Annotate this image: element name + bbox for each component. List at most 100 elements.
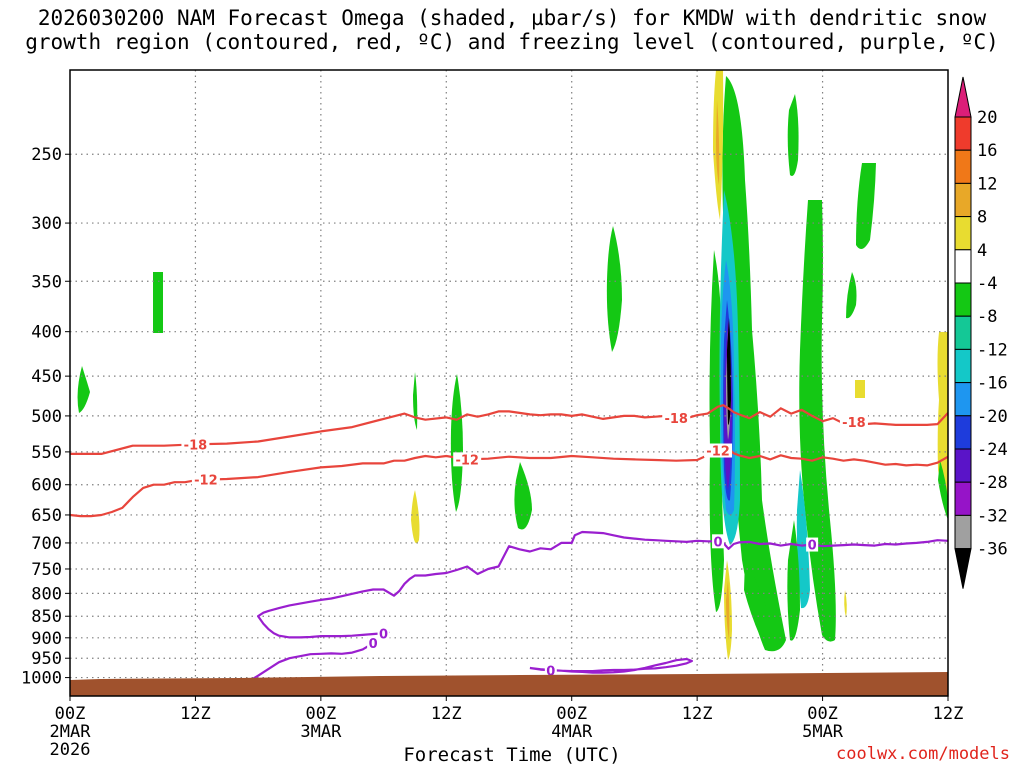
plot-frame <box>69 69 949 697</box>
omega-cell <box>727 318 731 425</box>
colorbar-swatch <box>954 216 972 251</box>
chart-title: 2026030200 NAM Forecast Omega (shaded, µ… <box>0 6 1024 54</box>
contour-zero_lower <box>529 657 693 674</box>
contour-label-bg <box>453 452 482 467</box>
y-tick-label: 300 <box>31 214 62 234</box>
omega-cell <box>855 380 865 398</box>
x-tick-date: 4MAR <box>551 722 593 742</box>
y-tick-label: 550 <box>31 443 62 463</box>
x-tick-date: 5MAR <box>802 722 844 742</box>
contour-zero <box>241 530 948 687</box>
x-axis-title: Forecast Time (UTC) <box>403 744 621 766</box>
x-tick-label: 12Z <box>682 704 713 724</box>
colorbar-swatch <box>954 282 972 317</box>
y-tick-label: 250 <box>31 145 62 165</box>
colorbar-swatch <box>954 116 972 151</box>
colorbar-swatch <box>954 514 972 550</box>
omega-cell <box>796 470 810 609</box>
colorbar-swatch <box>954 249 972 284</box>
x-tick-date: 2MAR <box>50 722 92 742</box>
colorbar-label: 12 <box>977 174 997 194</box>
colorbar-swatch <box>954 348 972 384</box>
omega-cell <box>514 462 532 530</box>
colorbar-label: -36 <box>977 540 1008 560</box>
contour-label-bg <box>806 537 819 552</box>
colorbar-label: -12 <box>977 340 1008 360</box>
y-tick-label: 450 <box>31 367 62 387</box>
omega-cell <box>450 374 463 512</box>
contour-label: -18 <box>664 412 688 427</box>
omega-cell <box>606 226 622 352</box>
ground-surface <box>70 672 948 696</box>
contour-label-bg <box>367 636 380 651</box>
contour-minus18 <box>70 404 948 455</box>
y-tick-label: 800 <box>31 584 62 604</box>
contour-label-bg <box>839 414 868 429</box>
colorbar-swatch <box>954 315 972 350</box>
site-credit: coolwx.com/models <box>836 744 1010 764</box>
contour-minus12 <box>70 445 948 518</box>
colorbar-label: 8 <box>977 208 987 228</box>
x-tick-label: 00Z <box>807 704 838 724</box>
colorbar-label: -20 <box>977 407 1008 427</box>
contour-label-bg <box>544 663 557 678</box>
y-tick-label: 950 <box>31 649 62 669</box>
omega-cell <box>856 163 876 249</box>
omega-cell <box>787 94 799 176</box>
omega-cell <box>716 100 720 185</box>
contour-label: 0 <box>546 664 555 679</box>
colorbar-swatch <box>954 481 972 516</box>
omega-cell <box>846 272 857 319</box>
contour-label: -18 <box>184 438 208 453</box>
contour-label: 0 <box>379 628 388 643</box>
contour-label-bg <box>191 472 220 487</box>
colorbar-bottom-arrow <box>954 548 972 589</box>
colorbar-swatch <box>954 382 972 417</box>
y-tick-label: 400 <box>31 323 62 343</box>
colorbar-label: 16 <box>977 141 997 161</box>
colorbar-label: -28 <box>977 473 1008 493</box>
contour-label: -12 <box>706 445 730 460</box>
contour-label-bg <box>181 437 210 452</box>
y-tick-label: 900 <box>31 629 62 649</box>
colorbar-swatch <box>954 448 972 483</box>
y-tick-label: 600 <box>31 476 62 496</box>
omega-cell <box>799 200 836 642</box>
contour-label-bg <box>712 534 725 549</box>
colorbar-label: -16 <box>977 374 1008 394</box>
title-line-1: 2026030200 NAM Forecast Omega (shaded, µ… <box>37 6 987 30</box>
omega-cell <box>413 372 418 430</box>
omega-shading <box>77 70 948 660</box>
x-tick-label: 12Z <box>431 704 462 724</box>
contour-label: -12 <box>455 453 479 468</box>
colorbar-swatch <box>954 415 972 450</box>
colorbar-top-arrow <box>954 76 972 118</box>
colorbar-label: 20 <box>977 108 997 128</box>
y-tick-label: 700 <box>31 534 62 554</box>
colorbar-swatch <box>954 149 972 184</box>
grid-lines <box>70 70 948 696</box>
colorbar-label: -24 <box>977 440 1008 460</box>
contour-label-bg <box>377 626 390 641</box>
contour-label: -18 <box>842 416 866 431</box>
omega-cell <box>411 490 420 544</box>
x-tick-label: 00Z <box>556 704 587 724</box>
x-tick-year: 2026 <box>50 740 91 760</box>
contour-label-bg <box>662 411 691 426</box>
colorbar-label: -8 <box>977 307 997 327</box>
title-line-2: growth region (contoured, red, ºC) and f… <box>25 30 999 54</box>
y-tick-label: 650 <box>31 506 62 526</box>
y-tick-label: 350 <box>31 272 62 292</box>
y-tick-label: 850 <box>31 607 62 627</box>
omega-cell <box>938 460 948 520</box>
contour-label: 0 <box>808 539 817 554</box>
omega-cell <box>744 560 772 645</box>
colorbar-label: 4 <box>977 241 987 261</box>
colorbar-label: -4 <box>977 274 997 294</box>
y-tick-label: 1000 <box>21 669 62 689</box>
y-tick-label: 500 <box>31 407 62 427</box>
y-tick-label: 750 <box>31 560 62 580</box>
omega-cell <box>726 580 730 640</box>
